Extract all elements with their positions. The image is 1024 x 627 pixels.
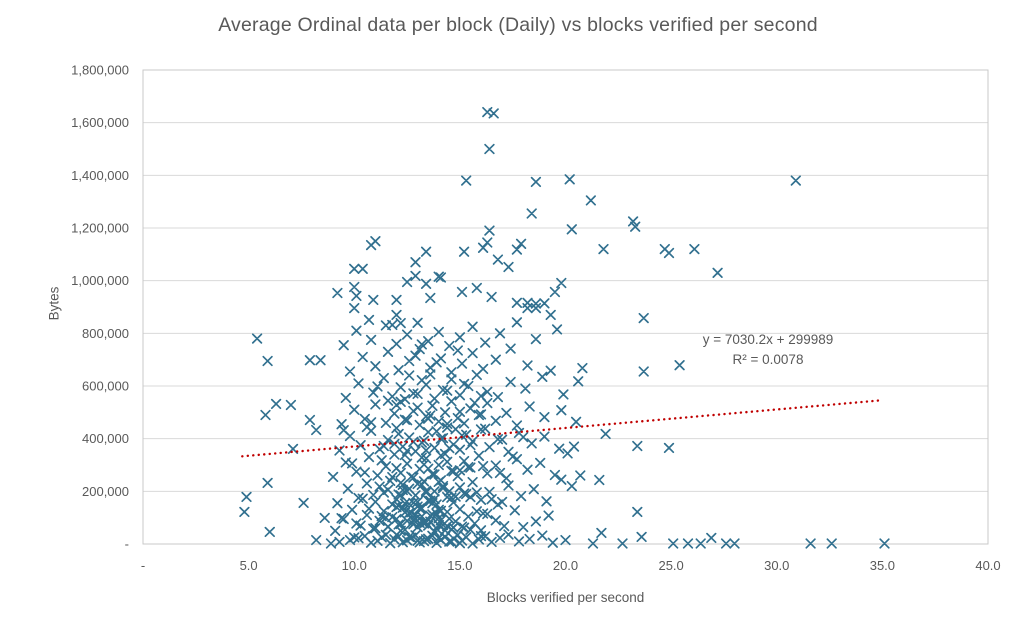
y-tick-label: 1,000,000 xyxy=(71,273,129,288)
plot-area-border xyxy=(142,69,989,545)
x-tick-label: 15.0 xyxy=(447,558,472,573)
x-tick-label: 25.0 xyxy=(658,558,683,573)
y-tick-label: 200,000 xyxy=(82,484,129,499)
trendline-equation: y = 7030.2x + 299989 xyxy=(702,332,834,347)
x-tick-label: - xyxy=(141,558,145,573)
x-axis-title: Blocks verified per second xyxy=(486,590,645,605)
chart-title: Average Ordinal data per block (Daily) v… xyxy=(218,14,818,36)
x-tick-label: 40.0 xyxy=(975,558,1000,573)
y-tick-label: 800,000 xyxy=(82,326,129,341)
x-tick-label: 5.0 xyxy=(240,558,258,573)
x-tick-label: 30.0 xyxy=(764,558,789,573)
y-tick-label: 1,400,000 xyxy=(71,168,129,183)
trendline-annotation: y = 7030.2x + 299989 R² = 0.0078 xyxy=(658,330,878,370)
x-tick-label: 10.0 xyxy=(342,558,367,573)
y-tick-label: - xyxy=(125,537,129,552)
scatter-points xyxy=(239,106,890,549)
y-tick-label: 1,200,000 xyxy=(71,221,129,236)
y-tick-label: 400,000 xyxy=(82,431,129,446)
y-axis-tick-labels: - 200,000 400,000 600,000 800,000 1,000,000 1,… xyxy=(71,63,129,552)
gridlines xyxy=(143,69,988,545)
trendline-r-squared: R² = 0.0078 xyxy=(732,352,804,367)
y-tick-label: 600,000 xyxy=(82,379,129,394)
x-tick-label: 35.0 xyxy=(870,558,895,573)
y-tick-label: 1,600,000 xyxy=(71,115,129,130)
y-tick-label: 1,800,000 xyxy=(71,63,129,78)
x-tick-label: 20.0 xyxy=(553,558,578,573)
x-axis-tick-labels: - 5.0 10.0 15.0 20.0 25.0 30.0 35.0 40.0 xyxy=(141,558,1001,573)
